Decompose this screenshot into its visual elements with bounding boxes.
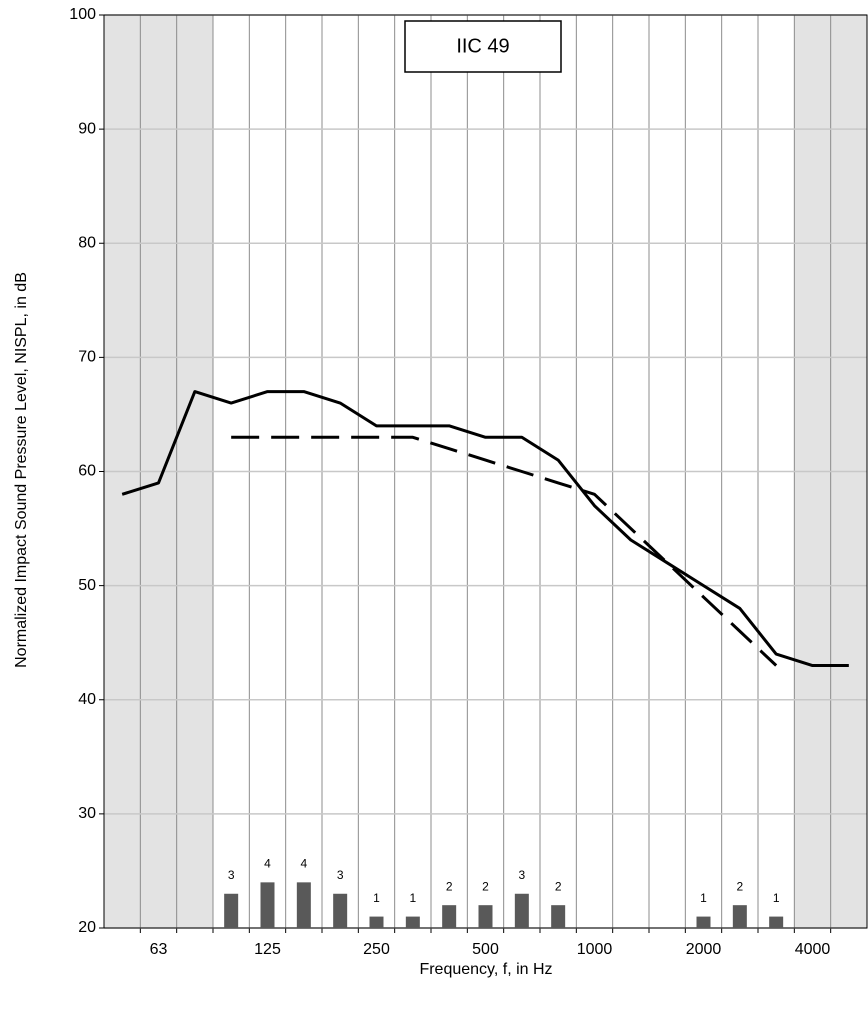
annotation: IIC 49: [456, 35, 509, 57]
annotation-box: [404, 20, 562, 73]
deficiency-bar: [296, 882, 311, 928]
deficiency-bar: [224, 893, 239, 928]
bar-label: 1: [700, 891, 707, 905]
deficiency-bar: [769, 916, 784, 928]
x-tick-label: 4000: [795, 941, 831, 958]
deficiency-bar: [405, 916, 420, 928]
y-tick-label: 80: [78, 234, 96, 251]
x-tick-label: 63: [150, 941, 168, 958]
bar-label: 3: [337, 868, 344, 882]
deficiency-bar: [732, 905, 747, 928]
bar-label: 3: [518, 868, 525, 882]
deficiency-bar: [551, 905, 566, 928]
deficiency-bar: [442, 905, 457, 928]
series-line: [121, 390, 849, 668]
deficiency-bar: [333, 893, 348, 928]
series-line: [231, 435, 778, 667]
y-tick-label: 100: [69, 6, 96, 23]
x-axis-label: Frequency, f, in Hz: [419, 961, 552, 978]
bar-label: 4: [264, 857, 271, 871]
bar-label: 2: [446, 879, 453, 893]
x-tick-label: 250: [363, 941, 390, 958]
y-axis-label: Normalized Impact Sound Pressure Level, …: [13, 272, 30, 668]
bar-label: 4: [300, 857, 307, 871]
bar-label: 2: [555, 879, 562, 893]
y-tick-label: 50: [78, 577, 96, 594]
y-tick-label: 60: [78, 463, 96, 480]
deficiency-bar: [260, 882, 275, 928]
y-tick-label: 90: [78, 120, 96, 137]
deficiency-bar: [514, 893, 529, 928]
deficiency-bar: [478, 905, 493, 928]
x-tick-label: 1000: [577, 941, 613, 958]
bar-label: 1: [373, 891, 380, 905]
deficiency-bar: [696, 916, 711, 928]
y-tick-label: 20: [78, 919, 96, 936]
bar-label: 1: [409, 891, 416, 905]
x-tick-label: 500: [472, 941, 499, 958]
bar-label: 2: [736, 879, 743, 893]
bar-label: 3: [228, 868, 235, 882]
bar-label: 2: [482, 879, 489, 893]
x-tick-label: 2000: [686, 941, 722, 958]
y-tick-label: 70: [78, 349, 96, 366]
y-tick-label: 30: [78, 805, 96, 822]
deficiency-bar: [369, 916, 384, 928]
bar-label: 1: [773, 891, 780, 905]
y-tick-label: 40: [78, 691, 96, 708]
x-tick-label: 125: [254, 941, 281, 958]
